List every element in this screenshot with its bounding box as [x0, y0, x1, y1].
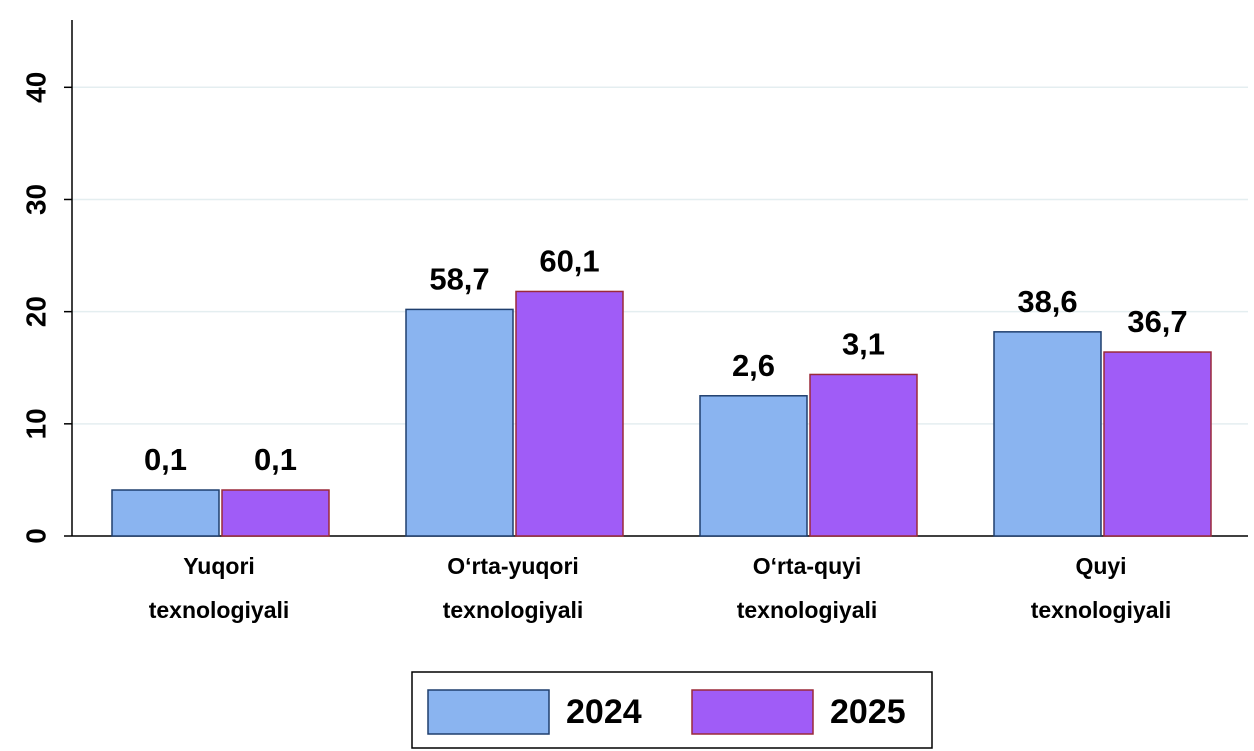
bar — [221, 489, 330, 537]
data-label: 36,7 — [1127, 304, 1187, 339]
data-label: 2,6 — [732, 348, 775, 383]
y-tick-label: 0 — [20, 528, 51, 544]
y-tick-label: 10 — [20, 408, 51, 439]
legend-swatch — [427, 689, 550, 735]
y-tick-label: 20 — [20, 296, 51, 327]
bar — [699, 395, 808, 537]
legend-label: 2024 — [566, 693, 642, 731]
data-label: 3,1 — [842, 327, 885, 362]
y-tick-label: 40 — [20, 72, 51, 103]
x-tick-label: texnologiyali — [737, 597, 878, 623]
x-tick-label: texnologiyali — [1031, 597, 1172, 623]
y-tick-label: 30 — [20, 184, 51, 215]
bar — [1103, 351, 1212, 537]
bar — [809, 373, 918, 537]
x-tick-label: O‘rta-quyi — [753, 553, 862, 579]
bar — [405, 308, 514, 537]
data-label: 38,6 — [1017, 284, 1077, 319]
bar — [993, 331, 1102, 537]
data-label: 0,1 — [144, 442, 187, 477]
x-tick-label: Quyi — [1075, 553, 1126, 579]
x-tick-label: Yuqori — [183, 553, 255, 579]
x-tick-label: texnologiyali — [149, 597, 290, 623]
legend-label: 2025 — [830, 693, 906, 731]
bar — [515, 290, 624, 537]
x-tick-label: O‘rta-yuqori — [447, 553, 579, 579]
data-label: 60,1 — [539, 244, 599, 279]
data-label: 0,1 — [254, 442, 297, 477]
bar — [111, 489, 220, 537]
x-tick-label: texnologiyali — [443, 597, 584, 623]
legend-swatch — [691, 689, 814, 735]
data-label: 58,7 — [429, 262, 489, 297]
